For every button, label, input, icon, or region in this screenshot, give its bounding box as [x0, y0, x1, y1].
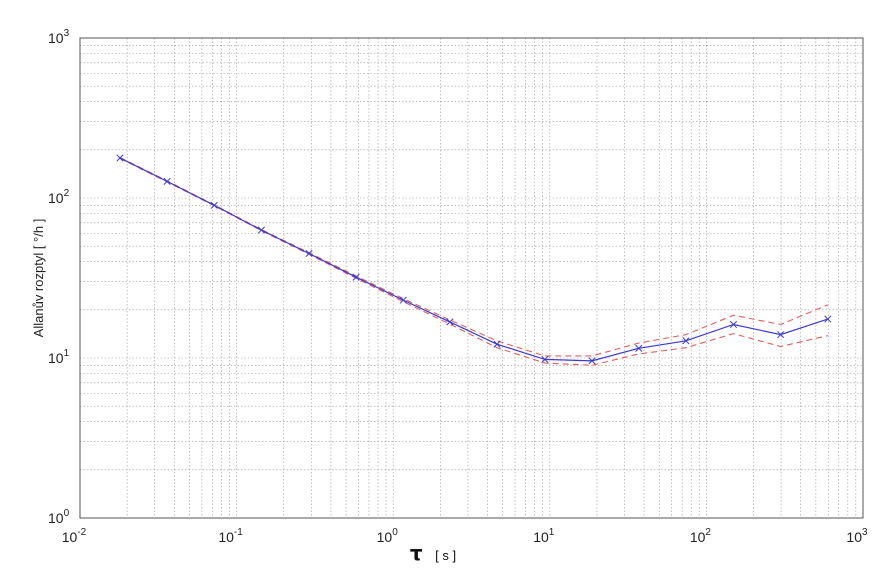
- x-tick-label: 102: [690, 527, 712, 545]
- data-point-marker: [588, 357, 596, 365]
- x-axis-label: τ [ s ]: [410, 541, 456, 565]
- series-layer: [116, 154, 832, 366]
- y-tick-labels: 100 101 102 103: [48, 28, 70, 526]
- data-point-marker: [446, 318, 454, 326]
- data-point-marker: [541, 355, 549, 363]
- y-tick-label: 100: [48, 508, 70, 526]
- x-tick-labels: 10-2 10-1 100 101 102 103: [62, 527, 868, 545]
- data-point-marker: [493, 340, 501, 348]
- data-point-marker: [729, 320, 738, 329]
- x-tick-label: 101: [533, 527, 555, 545]
- data-point-marker: [777, 331, 785, 339]
- data-point-marker: [257, 226, 265, 234]
- x-tick-label: 10-1: [218, 527, 243, 545]
- x-tick-label: 10-2: [62, 527, 87, 545]
- grid: [80, 38, 863, 518]
- data-point-marker: [116, 154, 124, 162]
- data-point-marker: [399, 296, 407, 304]
- data-point-marker: [210, 201, 218, 209]
- plot-frame: [79, 37, 864, 519]
- x-tick-label: 100: [377, 527, 399, 545]
- y-tick-label: 103: [48, 28, 70, 46]
- x-axis-symbol: τ: [410, 541, 423, 565]
- y-tick-label: 102: [48, 188, 70, 206]
- data-point-marker: [305, 249, 313, 258]
- series-line-estimate: [119, 157, 828, 362]
- data-point-marker: [682, 337, 690, 345]
- y-axis-label: Allanův rozptyl [ °/h ]: [31, 219, 46, 338]
- data-point-marker: [352, 273, 360, 281]
- series-line-upper-bound: [119, 157, 829, 357]
- y-tick-label: 101: [48, 348, 70, 366]
- data-point-marker: [635, 344, 643, 352]
- x-tick-label: 103: [846, 527, 868, 545]
- data-point-marker: [163, 177, 171, 185]
- data-point-marker: [824, 315, 832, 323]
- x-axis-unit: [ s ]: [435, 548, 456, 563]
